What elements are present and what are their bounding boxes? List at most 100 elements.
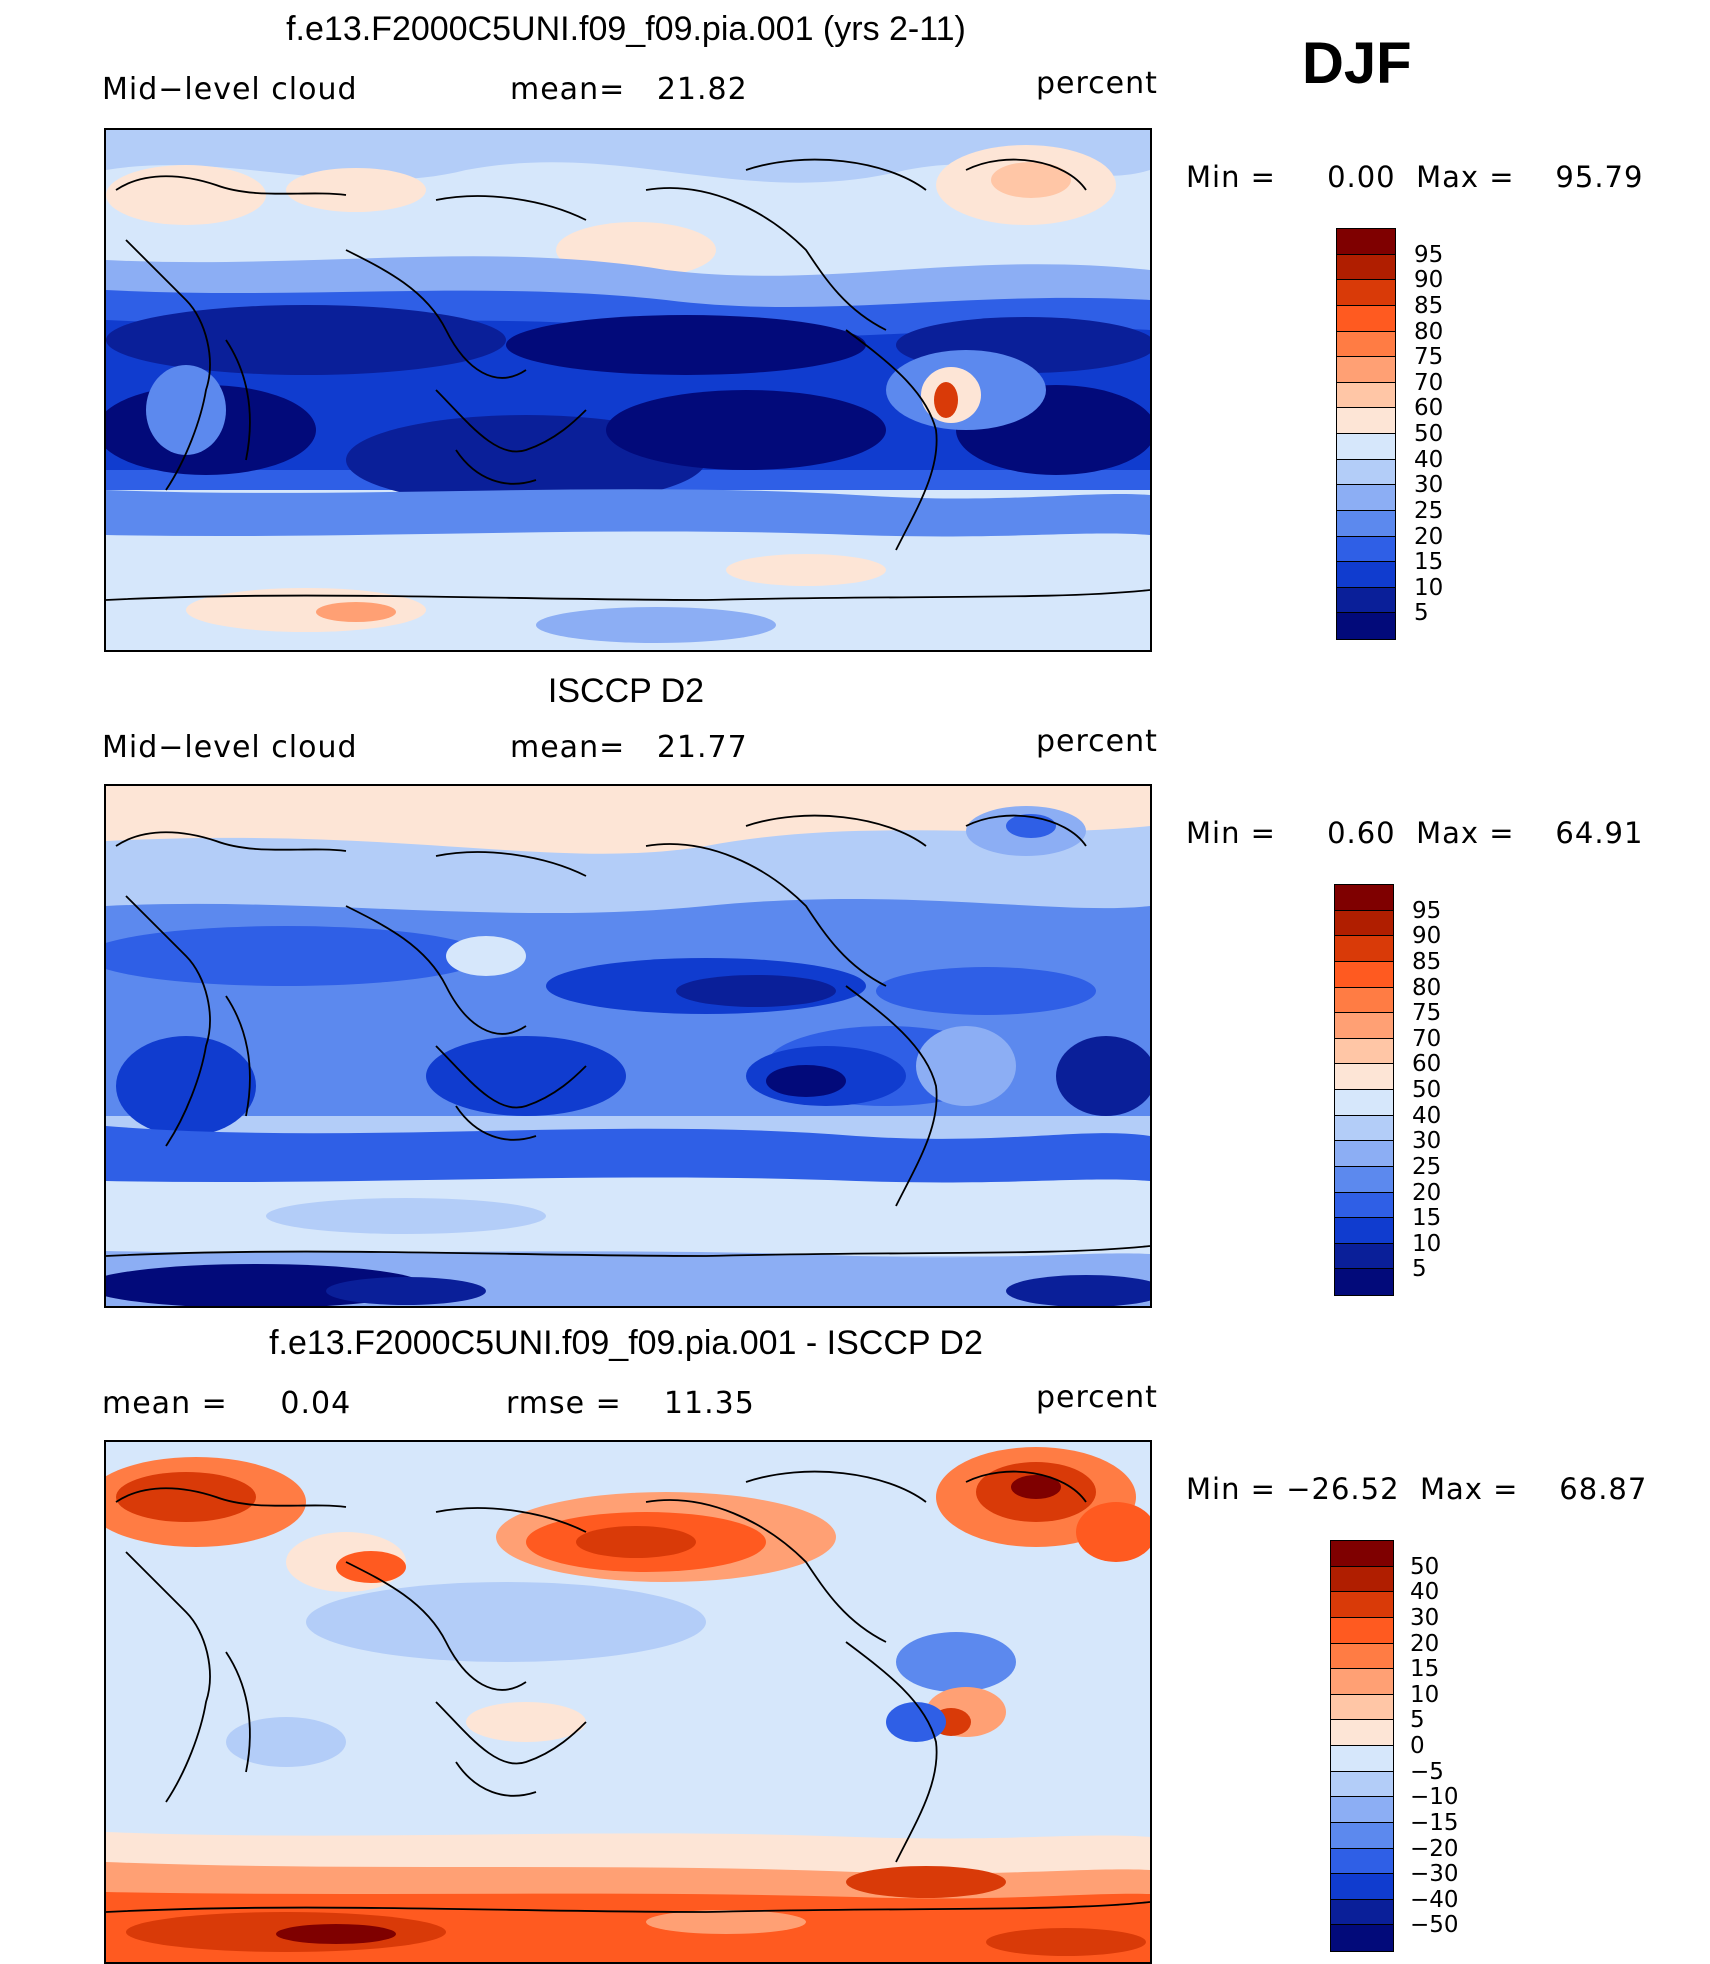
colorbar-swatch: [1335, 1064, 1393, 1090]
panel-3-rmse-label: rmse = 11.35: [506, 1386, 755, 1421]
colorbar-tick-label: 5: [1410, 1707, 1425, 1734]
colorbar-tick-label: 10: [1410, 1681, 1440, 1708]
colorbar-swatch: [1335, 936, 1393, 962]
colorbar-tick-label: 70: [1412, 1025, 1442, 1052]
panel-3-map: [104, 1440, 1152, 1964]
colorbar-swatch: [1331, 1720, 1393, 1746]
colorbar-tick-label: −30: [1410, 1861, 1459, 1888]
colorbar-tick-label: 75: [1412, 1000, 1442, 1027]
colorbar-swatch: [1337, 459, 1395, 486]
panel-1-colorbar-labels: 95 90 85 80 75 70 60 50 40 30 25 20 15 10 5: [1414, 228, 1474, 638]
colorbar-swatch: [1337, 331, 1395, 358]
colorbar-tick-label: 30: [1410, 1604, 1440, 1631]
panel-2-units-label: percent: [1036, 724, 1158, 759]
colorbar-swatch: [1331, 1797, 1393, 1823]
colorbar-tick-label: 20: [1414, 523, 1444, 550]
panel-1-minmax: Min = 0.00 Max = 95.79: [1186, 160, 1644, 194]
panel-1-mean-label: mean= 21.82: [510, 72, 748, 107]
colorbar-swatch: [1335, 987, 1393, 1014]
panel-3-title: f.e13.F2000C5UNI.f09_f09.pia.001 - ISCCP…: [269, 1324, 983, 1362]
colorbar-swatch: [1337, 357, 1395, 383]
colorbar-tick-label: 20: [1410, 1630, 1440, 1657]
panel-2-colorbar: [1334, 884, 1394, 1296]
colorbar-tick-label: 85: [1414, 292, 1444, 319]
colorbar-tick-label: 75: [1414, 344, 1444, 371]
panel-2-minmax: Min = 0.60 Max = 64.91: [1186, 816, 1644, 850]
colorbar-swatch: [1337, 280, 1395, 306]
colorbar-tick-label: 85: [1412, 948, 1442, 975]
panel-3-colorbar-labels: 50 40 30 20 15 10 5 0 −5 −10 −15 −20 −30 −40 −50: [1410, 1540, 1490, 1950]
colorbar-swatch: [1337, 485, 1395, 511]
panel-1-map: [104, 128, 1152, 652]
colorbar-tick-label: 70: [1414, 369, 1444, 396]
colorbar-tick-label: 10: [1412, 1230, 1442, 1257]
colorbar-tick-label: 10: [1414, 574, 1444, 601]
panel-1-colorbar: [1336, 228, 1396, 640]
colorbar-tick-label: 30: [1412, 1128, 1442, 1155]
colorbar-tick-label: 50: [1412, 1077, 1442, 1103]
colorbar-tick-label: −40: [1410, 1886, 1459, 1913]
colorbar-swatch: [1335, 1141, 1393, 1167]
colorbar-swatch: [1331, 1566, 1393, 1593]
colorbar-swatch: [1331, 1541, 1393, 1567]
colorbar-swatch: [1331, 1899, 1393, 1926]
colorbar-tick-label: 60: [1414, 395, 1444, 422]
colorbar-tick-label: 50: [1410, 1553, 1440, 1580]
colorbar-swatch: [1335, 1243, 1393, 1270]
colorbar-swatch: [1331, 1925, 1393, 1951]
panel-2-contour-field: [106, 786, 1150, 1306]
panel-1-title: f.e13.F2000C5UNI.f09_f09.pia.001 (yrs 2-…: [286, 10, 966, 48]
colorbar-tick-label: 60: [1412, 1051, 1442, 1078]
colorbar-tick-label: 40: [1414, 446, 1444, 473]
colorbar-swatch: [1331, 1643, 1393, 1670]
colorbar-swatch: [1335, 1192, 1393, 1219]
colorbar-tick-label: 95: [1414, 241, 1444, 268]
colorbar-swatch: [1331, 1848, 1393, 1875]
colorbar-swatch: [1335, 1038, 1393, 1065]
colorbar-swatch: [1337, 229, 1395, 255]
colorbar-tick-label: 40: [1410, 1579, 1440, 1606]
colorbar-swatch: [1337, 613, 1395, 639]
panel-2-title: ISCCP D2: [547, 672, 705, 710]
panel-1-variable-label: Mid−level cloud: [102, 72, 358, 107]
colorbar-swatch: [1331, 1592, 1393, 1618]
colorbar-tick-label: −20: [1410, 1835, 1459, 1862]
colorbar-swatch: [1331, 1822, 1393, 1849]
colorbar-swatch: [1335, 1090, 1393, 1116]
colorbar-swatch: [1337, 536, 1395, 563]
colorbar-tick-label: −15: [1410, 1809, 1459, 1836]
panel-1-contour-field: [106, 130, 1150, 650]
panel-3-minmax: Min = −26.52 Max = 68.87: [1186, 1472, 1648, 1506]
colorbar-swatch: [1335, 1115, 1393, 1142]
panel-2-map: [104, 784, 1152, 1308]
colorbar-tick-label: 40: [1412, 1102, 1442, 1129]
colorbar-tick-label: 20: [1412, 1179, 1442, 1206]
colorbar-tick-label: 80: [1412, 974, 1442, 1001]
colorbar-swatch: [1337, 587, 1395, 614]
colorbar-tick-label: 50: [1414, 421, 1444, 447]
colorbar-swatch: [1335, 910, 1393, 937]
panel-2-variable-label: Mid−level cloud: [102, 730, 358, 765]
colorbar-swatch: [1335, 1013, 1393, 1039]
colorbar-swatch: [1335, 1269, 1393, 1295]
colorbar-swatch: [1335, 961, 1393, 988]
colorbar-tick-label: 30: [1414, 472, 1444, 499]
colorbar-tick-label: 95: [1412, 897, 1442, 924]
colorbar-swatch: [1337, 254, 1395, 281]
panel-3-units-label: percent: [1036, 1380, 1158, 1415]
panel-3-mean-label: mean = 0.04: [102, 1386, 352, 1421]
colorbar-swatch: [1337, 510, 1395, 537]
colorbar-tick-label: −50: [1410, 1912, 1459, 1939]
colorbar-swatch: [1331, 1694, 1393, 1721]
colorbar-swatch: [1337, 562, 1395, 588]
colorbar-tick-label: 80: [1414, 318, 1444, 345]
colorbar-swatch: [1331, 1746, 1393, 1772]
colorbar-swatch: [1335, 885, 1393, 911]
colorbar-swatch: [1337, 305, 1395, 332]
colorbar-tick-label: 90: [1412, 923, 1442, 950]
colorbar-swatch: [1331, 1771, 1393, 1798]
colorbar-swatch: [1337, 434, 1395, 460]
colorbar-tick-label: 0: [1410, 1733, 1425, 1759]
colorbar-tick-label: 15: [1410, 1656, 1440, 1683]
colorbar-swatch: [1331, 1617, 1393, 1644]
